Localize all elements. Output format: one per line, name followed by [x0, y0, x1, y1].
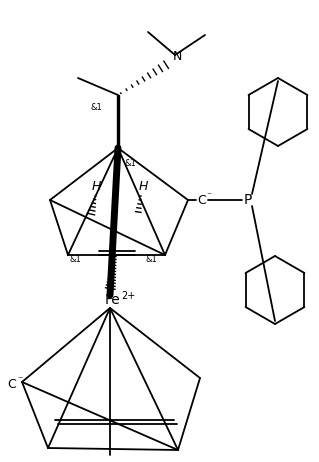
Text: &1: &1: [70, 255, 82, 265]
Text: 2+: 2+: [121, 291, 135, 301]
Text: &1: &1: [145, 255, 157, 265]
Text: &1: &1: [124, 158, 136, 168]
Text: Fe: Fe: [104, 293, 120, 307]
Text: C: C: [8, 377, 16, 390]
Text: &1: &1: [90, 103, 102, 111]
Text: N: N: [172, 49, 182, 62]
Text: C: C: [198, 194, 206, 207]
Text: ⁻: ⁻: [18, 375, 23, 385]
Text: ⁻: ⁻: [206, 191, 211, 201]
Text: P: P: [244, 193, 252, 207]
Text: H: H: [91, 180, 101, 193]
Polygon shape: [117, 95, 119, 148]
Text: H: H: [138, 180, 148, 193]
